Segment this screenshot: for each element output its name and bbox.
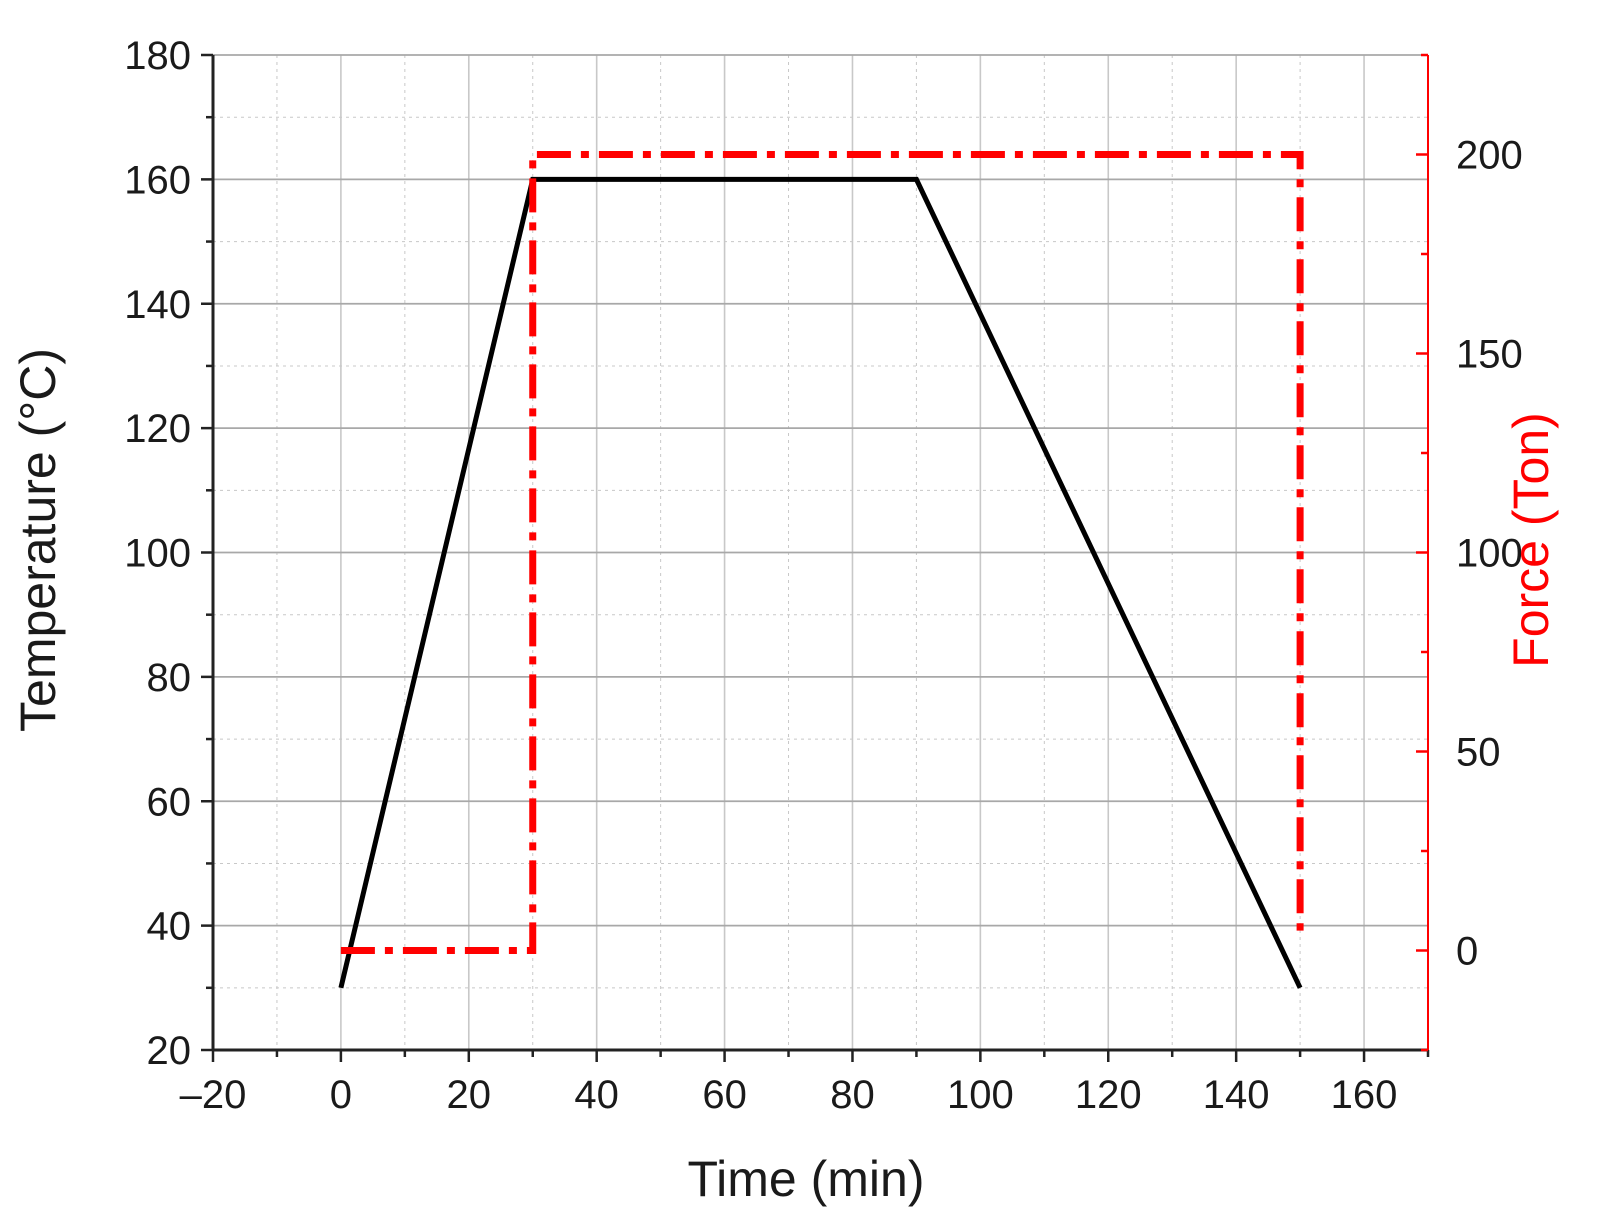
y2-tick-label: 100 bbox=[1456, 532, 1523, 576]
x-tick-label: 160 bbox=[1331, 1073, 1398, 1117]
temperature-series-line bbox=[338, 176, 1303, 989]
y2-tick-label: 200 bbox=[1456, 134, 1523, 178]
y2-tick-label: 150 bbox=[1456, 333, 1523, 377]
x-tick-label: 60 bbox=[702, 1073, 747, 1117]
y-tick-label: 40 bbox=[147, 905, 192, 949]
grid bbox=[212, 54, 1429, 1051]
x-tick-label: –20 bbox=[180, 1073, 247, 1117]
y-tick-label: 20 bbox=[147, 1029, 192, 1073]
y-axis-title: Temperature (°C) bbox=[10, 348, 66, 732]
y-tick-label: 120 bbox=[124, 407, 191, 451]
x-tick-label: 80 bbox=[830, 1073, 875, 1117]
axes bbox=[201, 53, 1430, 1062]
force-series-line bbox=[340, 151, 1304, 954]
tick-labels: –20 0 20 40 60 80 100 120 140 160 20 40 60 80 100 120 14… bbox=[124, 34, 1523, 1117]
y-tick-label: 80 bbox=[147, 656, 192, 700]
series-layer bbox=[338, 151, 1304, 989]
y-tick-label: 100 bbox=[124, 532, 191, 576]
x-tick-label: 0 bbox=[330, 1073, 352, 1117]
x-tick-label: 40 bbox=[574, 1073, 619, 1117]
x-tick-label: 20 bbox=[447, 1073, 492, 1117]
y2-axis-title: Force (Ton) bbox=[1503, 412, 1559, 668]
x-tick-label: 120 bbox=[1075, 1073, 1142, 1117]
y-tick-label: 180 bbox=[124, 34, 191, 78]
x-tick-label: 100 bbox=[947, 1073, 1014, 1117]
x-axis-title: Time (min) bbox=[687, 1151, 924, 1207]
y-tick-label: 60 bbox=[147, 780, 192, 824]
y2-tick-label: 50 bbox=[1456, 731, 1501, 775]
x-tick-label: 140 bbox=[1203, 1073, 1270, 1117]
y2-tick-label: 0 bbox=[1456, 930, 1478, 974]
y-tick-label: 160 bbox=[124, 158, 191, 202]
y-tick-label: 140 bbox=[124, 283, 191, 327]
